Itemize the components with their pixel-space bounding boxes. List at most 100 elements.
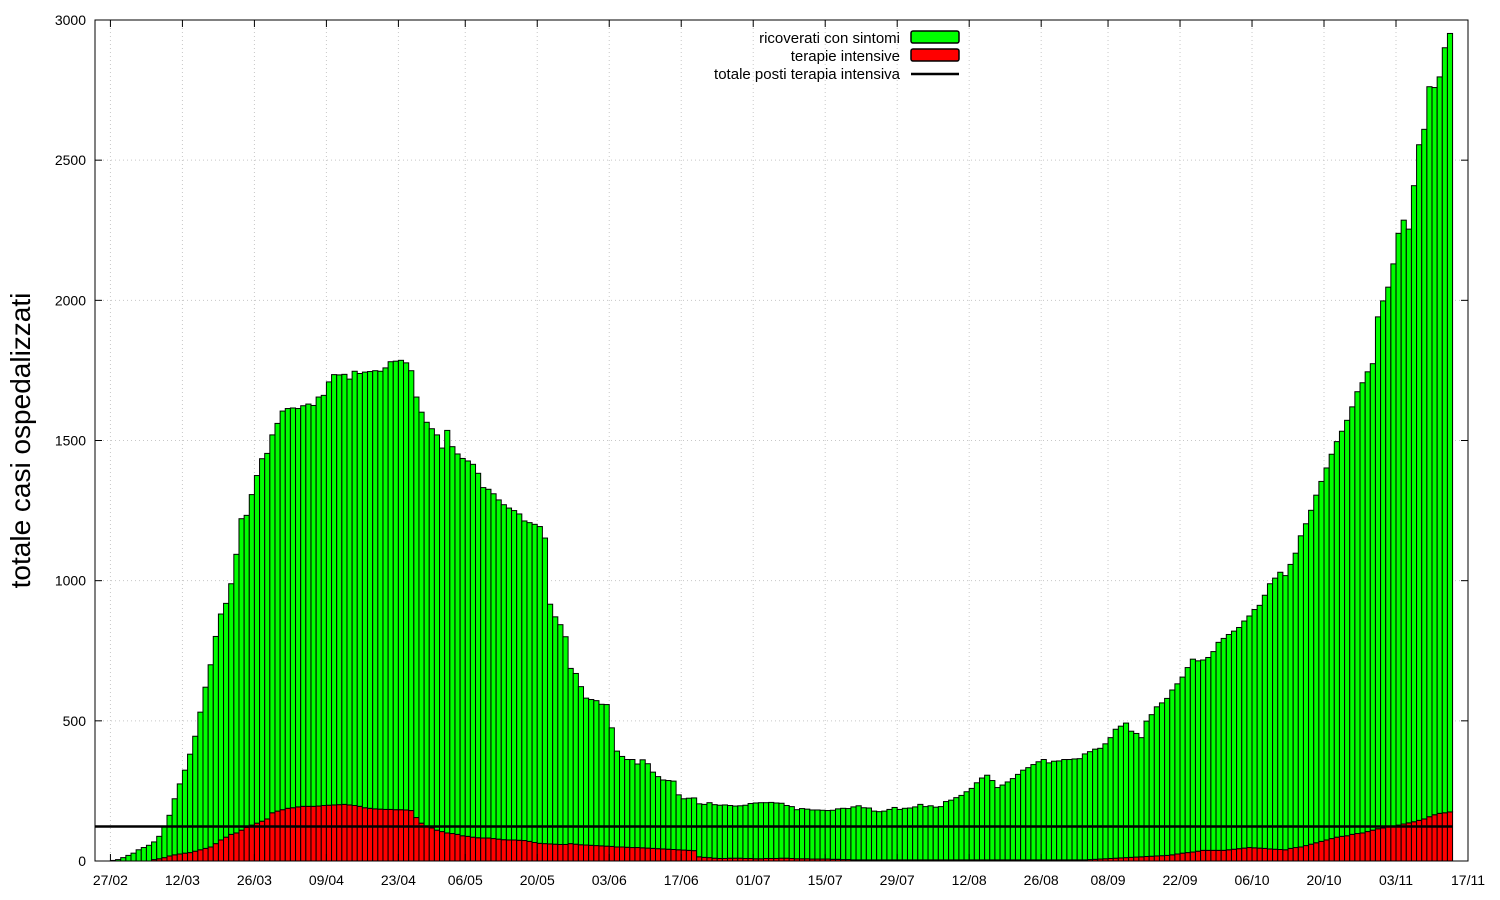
bar-ricoverati <box>1225 633 1232 851</box>
x-tick-label: 01/07 <box>736 872 771 888</box>
bar-terapie-intensive <box>680 849 687 862</box>
bar-ricoverati <box>577 686 585 846</box>
bar-terapie-intensive <box>552 843 559 862</box>
bar-ricoverati <box>284 408 291 809</box>
bar-terapie-intensive <box>562 843 569 862</box>
bar-terapie-intensive <box>1148 855 1155 862</box>
bar-terapie-intensive <box>593 845 600 862</box>
bar-ricoverati <box>1426 86 1433 818</box>
bar-terapie-intensive <box>1246 847 1253 862</box>
bar-ricoverati <box>1421 128 1428 820</box>
bar-ricoverati <box>536 526 543 844</box>
bar-terapie-intensive <box>166 855 173 862</box>
bar-terapie-intensive <box>624 846 631 862</box>
bar-ricoverati <box>212 635 219 845</box>
bar-ricoverati <box>454 453 461 835</box>
bar-ricoverati <box>259 458 266 822</box>
bar-ricoverati <box>145 844 153 862</box>
bar-ricoverati <box>1210 651 1217 851</box>
bar-ricoverati <box>1385 286 1392 828</box>
bar-ricoverati <box>511 510 518 841</box>
bar-ricoverati <box>881 810 888 861</box>
bar-ricoverati <box>1241 620 1248 849</box>
bar-ricoverati <box>819 809 826 860</box>
bar-ricoverati <box>1092 748 1099 860</box>
bar-ricoverati <box>377 370 384 810</box>
bar-ricoverati <box>670 780 677 851</box>
bar-ricoverati <box>778 802 785 859</box>
bar-terapie-intensive <box>536 842 543 862</box>
bar-ricoverati <box>449 446 456 835</box>
bar-terapie-intensive <box>325 804 333 862</box>
bar-ricoverati <box>516 513 523 841</box>
bar-ricoverati <box>860 807 867 861</box>
bar-ricoverati <box>896 808 903 861</box>
bar-terapie-intensive <box>176 853 183 862</box>
bar-ricoverati <box>1117 725 1124 859</box>
bar-ricoverati <box>120 857 127 862</box>
x-tick-label: 26/08 <box>1024 872 1059 888</box>
legend: ricoverati con sintomi terapie intensive… <box>714 30 960 83</box>
bar-terapie-intensive <box>346 804 353 862</box>
bar-terapie-intensive <box>1308 843 1315 862</box>
bar-ricoverati <box>310 404 317 807</box>
bar-terapie-intensive <box>279 809 286 862</box>
bar-terapie-intensive <box>397 809 405 862</box>
bar-ricoverati <box>891 806 898 861</box>
bar-terapie-intensive <box>1158 855 1166 862</box>
x-tick-label: 03/11 <box>1379 872 1413 888</box>
bar-ricoverati <box>1164 697 1171 856</box>
bar-terapie-intensive <box>706 857 713 862</box>
bar-terapie-intensive <box>1364 831 1371 862</box>
bar-terapie-intensive <box>1261 847 1268 862</box>
legend-swatch-ricoverati <box>910 30 960 44</box>
bar-terapie-intensive <box>505 839 513 862</box>
bar-ricoverati <box>629 759 636 849</box>
bar-ricoverati <box>408 370 415 812</box>
bar-ricoverati <box>202 686 209 849</box>
bar-ricoverati <box>248 494 255 826</box>
bar-terapie-intensive <box>1236 848 1243 862</box>
bars-group <box>109 32 1454 862</box>
bar-ricoverati <box>608 727 615 847</box>
bar-ricoverati <box>1369 363 1376 831</box>
bar-terapie-intensive <box>1385 826 1392 862</box>
bar-ricoverati <box>130 852 137 862</box>
bar-terapie-intensive <box>1230 848 1238 862</box>
y-tick-label: 500 <box>63 713 87 729</box>
y-tick-label: 3000 <box>55 12 86 28</box>
bar-ricoverati <box>464 460 471 837</box>
bar-terapie-intensive <box>1241 847 1248 862</box>
bar-terapie-intensive <box>1421 818 1428 862</box>
bar-ricoverati <box>932 806 939 861</box>
bar-terapie-intensive <box>696 856 703 862</box>
bar-terapie-intensive <box>1446 811 1454 862</box>
bar-ricoverati <box>1251 609 1258 849</box>
bar-terapie-intensive <box>1354 833 1361 862</box>
bar-ricoverati <box>639 759 646 849</box>
bar-ricoverati <box>1030 764 1037 861</box>
bar-ricoverati <box>1061 759 1068 861</box>
bar-terapie-intensive <box>1215 849 1222 862</box>
bar-ricoverati <box>176 783 183 855</box>
bar-ricoverati <box>732 805 739 859</box>
bar-ricoverati <box>1004 781 1011 861</box>
bar-ricoverati <box>1071 758 1078 861</box>
bar-ricoverati <box>1076 758 1083 861</box>
bar-ricoverati <box>300 405 307 807</box>
bar-ricoverati <box>850 806 857 861</box>
bar-ricoverati <box>1025 767 1032 861</box>
bar-ricoverati <box>680 798 687 851</box>
bar-ricoverati <box>336 374 343 806</box>
bar-terapie-intensive <box>649 847 657 862</box>
bar-ricoverati <box>1097 747 1104 860</box>
bar-terapie-intensive <box>629 847 636 862</box>
bar-ricoverati <box>1277 571 1284 851</box>
bar-terapie-intensive <box>367 807 374 862</box>
bar-terapie-intensive <box>1153 855 1160 862</box>
x-tick-label: 20/05 <box>520 872 555 888</box>
bar-ricoverati <box>351 370 358 806</box>
bar-ricoverati <box>1066 759 1073 861</box>
bar-terapie-intensive <box>490 838 497 862</box>
